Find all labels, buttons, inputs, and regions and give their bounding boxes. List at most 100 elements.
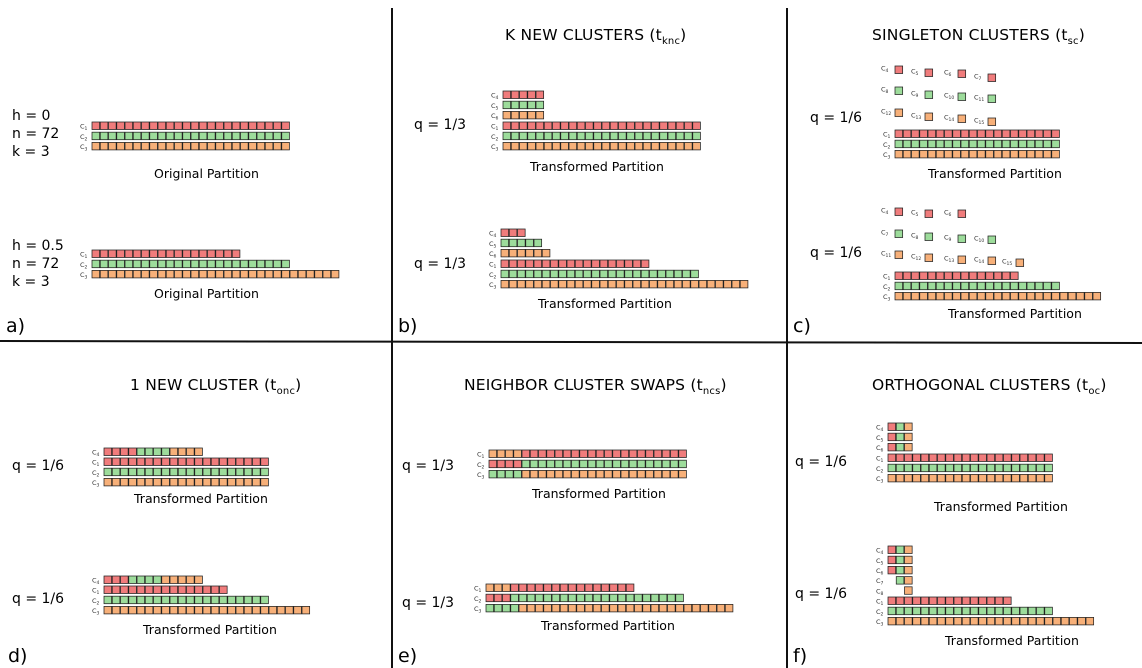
cluster-cell — [519, 100, 528, 110]
cluster-cell — [895, 422, 905, 431]
cluster-cell — [235, 478, 245, 487]
cluster-cell — [493, 593, 503, 603]
cluster-cell — [904, 432, 913, 442]
cluster-cell — [986, 474, 996, 483]
cluster-cell — [194, 595, 203, 605]
cluster-cell — [202, 606, 212, 615]
cluster-label: C9 — [911, 90, 919, 100]
cluster-cell — [1018, 139, 1027, 149]
cluster-cell — [904, 555, 913, 565]
cluster-label: C2 — [474, 595, 482, 605]
cluster-cell — [500, 238, 510, 248]
cluster-label: C15 — [1002, 258, 1012, 268]
cluster-cell — [595, 470, 605, 479]
cluster-cell — [661, 470, 671, 479]
cluster-label: C4 — [881, 65, 889, 75]
cluster-cell — [944, 139, 953, 149]
cluster-cell — [667, 604, 676, 613]
cluster-cell — [904, 617, 913, 626]
panel-b-title: K NEW CLUSTERS (tknc) — [505, 26, 686, 47]
cluster-cell — [977, 281, 986, 291]
cluster-cell — [924, 232, 934, 241]
panel-c-title: SINGLETON CLUSTERS (tsc) — [872, 26, 1085, 47]
cluster-cell — [136, 595, 146, 605]
cluster-cell — [240, 270, 249, 279]
cluster-cell — [645, 449, 654, 458]
cluster-cell — [521, 470, 531, 479]
cluster-cell — [957, 114, 967, 123]
cluster-cell — [1019, 453, 1029, 462]
cluster-cell — [161, 585, 170, 594]
cluster-cell — [650, 593, 660, 603]
cluster-cell — [887, 453, 897, 462]
cluster-label: C1 — [92, 587, 100, 597]
cluster-cell — [620, 449, 630, 458]
cluster-cell — [1026, 292, 1036, 301]
cluster-cell — [637, 459, 646, 469]
cluster-cell — [554, 470, 564, 479]
cluster-cell — [993, 292, 1003, 301]
cluster-label: C4 — [491, 92, 499, 102]
panel-b-bottom-q: q = 1/3 — [414, 256, 466, 272]
cluster-label: C1 — [883, 131, 891, 141]
cluster-cell — [215, 121, 224, 130]
cluster-cell — [502, 131, 512, 141]
cluster-cell — [587, 470, 597, 479]
cluster-cell — [281, 259, 290, 269]
cluster-cell — [927, 271, 937, 280]
panel-a-bottom-h: h = 0.5 — [12, 238, 64, 254]
cluster-cell — [132, 259, 142, 269]
cluster-cell — [911, 292, 920, 301]
cluster-cell — [937, 474, 946, 483]
cluster-cell — [894, 129, 904, 138]
cluster-cell — [978, 596, 987, 605]
panel-c-title-sub: sc — [1068, 36, 1079, 47]
cluster-cell — [978, 463, 987, 473]
cluster-cell — [571, 449, 580, 458]
cluster-cell — [675, 593, 684, 603]
cluster-cell — [919, 139, 928, 149]
cluster-cell — [297, 270, 307, 279]
cluster-cell — [1018, 281, 1027, 291]
cluster-cell — [894, 207, 904, 216]
cluster-cell — [960, 129, 970, 138]
cluster-cell — [264, 142, 274, 151]
cluster-cell — [960, 292, 970, 301]
cluster-cell — [1001, 281, 1011, 291]
cluster-label: C11 — [974, 94, 984, 104]
cluster-cell — [591, 280, 600, 289]
cluster-cell — [927, 292, 937, 301]
panel-d-title-main: 1 NEW CLUSTER (t — [130, 376, 277, 394]
cluster-cell — [500, 259, 510, 268]
cluster-cell — [912, 617, 921, 626]
cluster-cell — [108, 121, 117, 130]
cluster-cell — [541, 249, 551, 258]
cluster-label: C2 — [92, 469, 100, 479]
cluster-cell — [174, 131, 183, 141]
cluster-cell — [1011, 474, 1020, 483]
cluster-cell — [924, 90, 934, 99]
cluster-cell — [887, 443, 897, 452]
cluster-cell — [953, 463, 963, 473]
cluster-cell — [120, 478, 129, 487]
cluster-cell — [273, 142, 282, 151]
cluster-cell — [519, 111, 528, 120]
cluster-cell — [576, 583, 585, 592]
cluster-cell — [190, 131, 200, 141]
cluster-label: C4 — [881, 207, 889, 217]
cluster-cell — [1026, 129, 1036, 138]
cluster-cell — [1027, 463, 1037, 473]
cluster-cell — [502, 121, 512, 130]
panel-e-bottom-caption: Transformed Partition — [540, 618, 675, 633]
cluster-cell — [653, 449, 663, 458]
cluster-cell — [124, 259, 134, 269]
cluster-cell — [1043, 139, 1052, 149]
cluster-cell — [682, 269, 691, 279]
cluster-label: C4 — [92, 577, 100, 587]
cluster-cell — [264, 121, 274, 130]
